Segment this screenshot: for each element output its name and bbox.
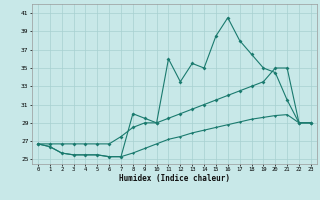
X-axis label: Humidex (Indice chaleur): Humidex (Indice chaleur) [119,174,230,183]
